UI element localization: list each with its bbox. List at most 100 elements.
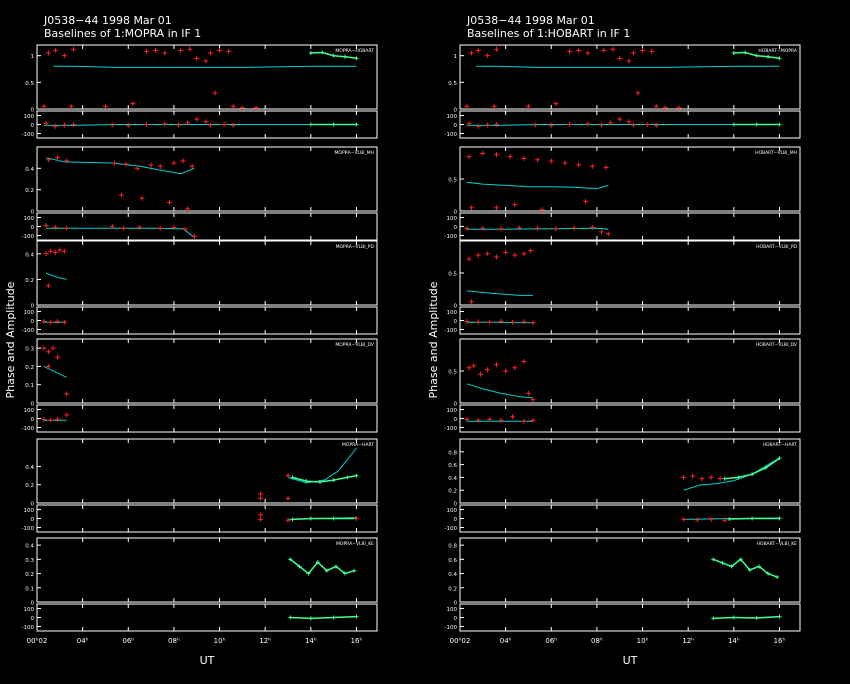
data-point: [466, 121, 472, 127]
y-tick-label: 0.5: [448, 272, 457, 278]
data-point: [539, 207, 545, 213]
data-point: [548, 158, 554, 164]
data-point: [567, 122, 573, 127]
model-line: [45, 157, 195, 175]
alt-data-point: [777, 456, 782, 461]
data-point: [553, 226, 559, 232]
alt-data-point: [333, 564, 338, 569]
data-point: [64, 225, 70, 231]
data-point: [530, 397, 536, 403]
alt-data-point: [777, 56, 782, 61]
chart-subtitle: Baselines of 1:MOPRA in IF 1: [44, 27, 201, 40]
data-point: [139, 195, 145, 201]
data-point: [194, 55, 200, 61]
y-tick-label: 0.4: [25, 252, 34, 258]
data-point: [498, 318, 504, 324]
alt-data-point: [731, 51, 736, 55]
y-tick-label: -100: [22, 625, 35, 631]
y-tick-label: 0: [31, 108, 35, 114]
amplitude-frame: [459, 240, 801, 306]
y-tick-label: 0.2: [25, 572, 34, 578]
data-point: [61, 53, 67, 59]
data-point: [55, 354, 61, 360]
data-point: [71, 122, 77, 127]
y-tick-label: 100: [447, 216, 458, 222]
data-point: [475, 319, 481, 325]
baseline-label: HOBART−VLBI_MH: [755, 150, 797, 156]
data-point: [603, 164, 609, 170]
data-point: [52, 250, 58, 256]
data-point: [45, 157, 51, 163]
y-tick-label: -100: [445, 234, 458, 240]
data-point: [491, 103, 497, 109]
alt-data-point: [743, 50, 748, 55]
data-point: [576, 162, 582, 168]
y-tick-label: -100: [445, 426, 458, 432]
data-point: [48, 417, 54, 423]
data-point: [484, 53, 490, 59]
x-tick-label: 00ʰ02: [450, 637, 471, 645]
data-point: [494, 122, 500, 127]
alt-data-point: [331, 516, 336, 521]
data-point: [583, 198, 589, 204]
data-point: [601, 47, 607, 53]
data-point: [52, 123, 58, 129]
model-line: [466, 227, 609, 230]
alt-data-point: [343, 571, 348, 576]
x-tick-label: 14ʰ: [305, 637, 317, 645]
data-point: [649, 48, 655, 54]
y-tick-label: 0.4: [25, 544, 34, 550]
x-tick-label: 00ʰ02: [27, 637, 48, 645]
model-line: [466, 383, 534, 399]
alt-data-point: [352, 568, 357, 573]
data-point: [535, 225, 541, 231]
data-point: [464, 103, 470, 109]
data-point: [148, 162, 154, 168]
y-tick-label: 0: [454, 319, 458, 325]
y-tick-label: 0: [31, 517, 35, 523]
model-line: [287, 447, 357, 484]
data-point: [203, 119, 209, 125]
y-tick-label: 0.3: [25, 347, 34, 353]
phase-frame: [36, 212, 378, 241]
data-point: [217, 47, 223, 53]
data-point: [525, 390, 531, 396]
alt-data-trace: [713, 558, 778, 578]
data-point: [617, 55, 623, 61]
data-point: [353, 516, 359, 521]
y-tick-label: 0.4: [448, 476, 457, 482]
y-tick-label: 0: [454, 502, 458, 508]
data-point: [41, 416, 47, 422]
alt-data-point: [331, 53, 336, 58]
y-tick-label: 100: [24, 114, 35, 120]
data-point: [653, 122, 659, 128]
data-point: [525, 103, 531, 109]
y-tick-label: 100: [24, 508, 35, 514]
data-point: [162, 50, 168, 56]
data-point: [194, 116, 200, 122]
data-point: [553, 101, 559, 107]
alt-data-point: [720, 560, 725, 565]
data-point: [681, 516, 687, 522]
x-tick-label: 04ʰ: [77, 637, 89, 645]
alt-data-point: [290, 517, 295, 522]
data-point: [162, 121, 168, 127]
data-point: [180, 158, 186, 164]
data-point: [468, 205, 474, 211]
data-point: [630, 122, 636, 128]
data-point: [475, 47, 481, 53]
baseline-label: MOPRA−VLBI_MH: [335, 150, 374, 156]
alt-data-point: [315, 560, 320, 565]
data-point: [509, 319, 515, 325]
data-point: [626, 58, 632, 64]
data-point: [41, 318, 47, 324]
alt-data-point: [722, 476, 727, 481]
data-point: [708, 516, 714, 522]
y-tick-label: 0: [31, 417, 35, 423]
data-point: [589, 163, 595, 169]
y-tick-label: 0: [454, 210, 458, 216]
y-tick-label: -100: [22, 526, 35, 532]
